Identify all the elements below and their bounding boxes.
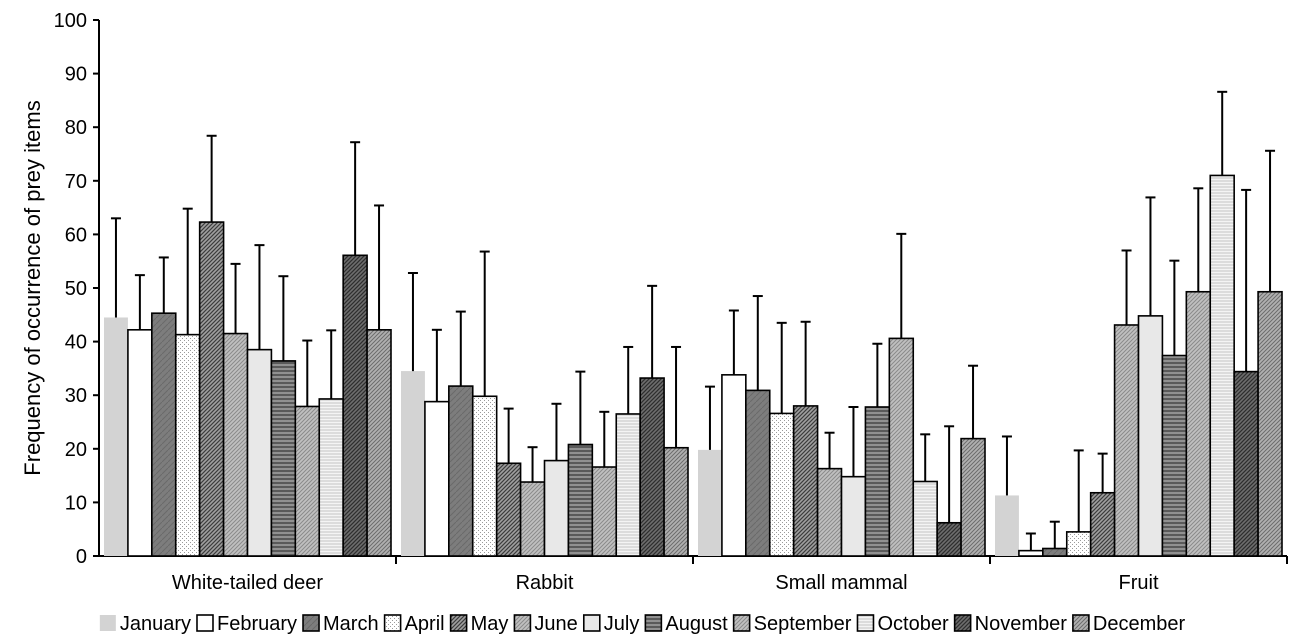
legend-swatch <box>1072 614 1090 632</box>
bar <box>1113 324 1140 557</box>
x-category-label: Fruit <box>1119 572 1159 594</box>
x-labels: White-tailed deer Rabbit Small mammal Fruit <box>172 556 1288 594</box>
bar <box>745 389 771 557</box>
bar <box>816 467 843 557</box>
bar <box>721 374 747 557</box>
bar <box>448 385 474 557</box>
bar <box>888 337 915 557</box>
bar <box>222 332 249 557</box>
bar <box>342 254 368 557</box>
bar <box>792 405 819 557</box>
legend-swatch <box>953 614 972 632</box>
bar <box>663 446 689 557</box>
legend-swatch <box>513 614 532 632</box>
y-tick-label: 20 <box>65 439 87 461</box>
y-tick-label: 90 <box>65 64 87 86</box>
y-tick-label: 0 <box>76 546 87 568</box>
bar <box>768 412 795 557</box>
bar <box>1089 491 1116 557</box>
bar <box>864 406 891 557</box>
bar <box>151 312 177 557</box>
bar <box>1065 531 1092 557</box>
bar <box>567 443 594 557</box>
bar <box>995 495 1019 556</box>
x-category-label: Small mammal <box>775 572 907 594</box>
y-tick-label: 100 <box>54 10 87 32</box>
legend-label: June <box>534 613 577 635</box>
y-ticks: 0 10 20 30 40 50 60 70 80 90 100 <box>54 10 99 568</box>
bar <box>1042 547 1068 557</box>
y-tick-label: 70 <box>65 171 87 193</box>
legend-swatch <box>449 614 468 632</box>
bar <box>318 398 344 557</box>
bars <box>104 174 1283 557</box>
bar <box>615 413 641 557</box>
legend-swatch <box>196 614 214 632</box>
legend-label: November <box>975 613 1068 635</box>
bar <box>174 333 201 557</box>
bar <box>840 475 867 557</box>
y-tick-label: 10 <box>65 492 87 514</box>
bar <box>543 459 570 557</box>
legend-swatch <box>99 615 116 631</box>
y-axis-title: Frequency of occurrence of prey items <box>20 100 45 475</box>
bar <box>424 400 450 557</box>
bar <box>960 437 986 557</box>
bar <box>104 317 128 556</box>
y-tick-label: 40 <box>65 332 87 354</box>
bar <box>198 221 225 557</box>
x-category-label: Rabbit <box>516 572 574 594</box>
legend-label: March <box>323 613 379 635</box>
bar <box>1018 549 1044 557</box>
bar <box>1257 290 1283 557</box>
legend-label: January <box>120 613 191 635</box>
bar <box>366 329 392 557</box>
y-tick-label: 50 <box>65 278 87 300</box>
legend-label: February <box>217 613 297 635</box>
bar <box>127 329 153 557</box>
legend-swatch <box>302 614 320 632</box>
bar <box>1185 290 1212 557</box>
legend-swatch <box>644 614 663 632</box>
bar <box>639 377 665 557</box>
bar <box>591 466 618 557</box>
bar <box>495 462 522 557</box>
bar <box>471 395 498 557</box>
bar <box>401 371 425 556</box>
legend: January February March April May June July Augu… <box>99 613 1186 635</box>
bar <box>912 480 938 557</box>
legend-label: September <box>754 613 852 635</box>
y-axis-title-group: Frequency of occurrence of prey items <box>20 100 45 475</box>
bar <box>246 348 273 557</box>
y-tick-label: 80 <box>65 117 87 139</box>
legend-label: October <box>877 613 948 635</box>
legend-label: December <box>1093 613 1186 635</box>
x-category-label: White-tailed deer <box>172 572 324 594</box>
bar <box>936 521 962 557</box>
bar <box>1233 370 1259 557</box>
legend-label: July <box>604 613 640 635</box>
legend-swatch <box>856 614 875 632</box>
bar <box>519 481 546 557</box>
bar <box>1137 315 1164 557</box>
legend-swatch <box>732 614 751 632</box>
y-tick-label: 30 <box>65 385 87 407</box>
bar <box>270 360 297 557</box>
legend-swatch <box>582 614 601 632</box>
legend-label: May <box>471 613 509 635</box>
legend-swatch <box>383 614 402 632</box>
legend-label: August <box>665 613 728 635</box>
bar <box>294 405 321 557</box>
bar <box>698 449 722 556</box>
bar <box>1209 174 1235 557</box>
legend-label: April <box>405 613 445 635</box>
y-tick-label: 60 <box>65 224 87 246</box>
bar <box>1161 354 1188 557</box>
error-bars <box>110 90 1276 551</box>
